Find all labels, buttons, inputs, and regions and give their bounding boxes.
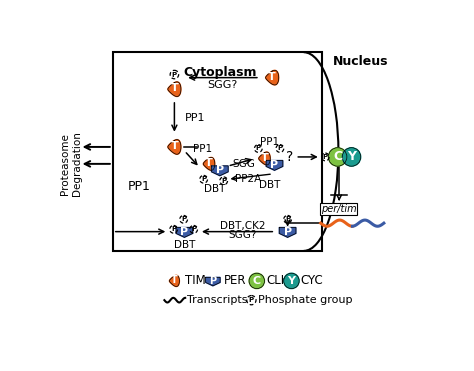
Text: T: T xyxy=(268,72,276,82)
Text: P: P xyxy=(191,226,196,232)
Polygon shape xyxy=(203,157,215,170)
Polygon shape xyxy=(265,70,279,85)
Text: T: T xyxy=(205,158,213,168)
Text: P: P xyxy=(283,227,292,237)
Text: SGG: SGG xyxy=(232,159,255,169)
Text: P: P xyxy=(285,216,290,222)
Text: Y: Y xyxy=(347,150,356,164)
Polygon shape xyxy=(176,227,193,237)
Text: Transcripts: Transcripts xyxy=(188,295,248,305)
Text: Cytoplasm: Cytoplasm xyxy=(183,66,256,79)
Text: CYC: CYC xyxy=(301,275,323,288)
Text: P: P xyxy=(172,72,177,78)
Text: ?: ? xyxy=(286,150,293,164)
Text: DBT: DBT xyxy=(259,180,281,190)
Text: P: P xyxy=(271,160,279,170)
Text: SGG?: SGG? xyxy=(229,230,257,240)
Text: Y: Y xyxy=(287,276,295,286)
Text: P: P xyxy=(171,226,176,232)
Text: PP1: PP1 xyxy=(128,180,150,193)
Polygon shape xyxy=(266,161,283,170)
Bar xyxy=(113,52,322,251)
Text: T: T xyxy=(171,83,178,93)
Text: PP2A: PP2A xyxy=(235,174,262,184)
Polygon shape xyxy=(206,278,220,286)
Text: P: P xyxy=(323,154,328,160)
Text: P: P xyxy=(201,176,206,182)
Text: Phosphate group: Phosphate group xyxy=(257,295,352,305)
Text: CLK: CLK xyxy=(266,275,288,288)
Polygon shape xyxy=(211,166,228,176)
Polygon shape xyxy=(168,139,181,154)
Circle shape xyxy=(342,148,361,166)
Circle shape xyxy=(328,148,347,166)
Circle shape xyxy=(249,273,264,289)
Text: PP1: PP1 xyxy=(260,137,280,147)
Text: DBT,CK2: DBT,CK2 xyxy=(220,221,265,231)
Text: P: P xyxy=(221,178,226,184)
Text: C: C xyxy=(253,276,261,286)
Polygon shape xyxy=(259,152,270,165)
Text: P: P xyxy=(249,297,254,303)
Text: SGG?: SGG? xyxy=(207,81,237,90)
Text: T: T xyxy=(261,152,268,162)
Text: PP1: PP1 xyxy=(185,114,206,124)
Text: Proteasome
Degradation: Proteasome Degradation xyxy=(60,131,82,196)
Text: P: P xyxy=(216,165,224,175)
Text: P: P xyxy=(180,227,189,237)
Text: C: C xyxy=(333,150,342,164)
Polygon shape xyxy=(168,82,181,96)
Polygon shape xyxy=(279,227,296,237)
Text: Nucleus: Nucleus xyxy=(333,55,389,68)
Text: P: P xyxy=(256,145,261,151)
FancyBboxPatch shape xyxy=(320,203,357,216)
Text: T: T xyxy=(171,275,178,285)
Text: TIM: TIM xyxy=(185,275,206,288)
Text: P: P xyxy=(210,276,217,286)
Text: PP1: PP1 xyxy=(193,144,212,154)
Circle shape xyxy=(284,273,299,289)
Text: PER: PER xyxy=(224,275,246,288)
Text: T: T xyxy=(171,141,178,151)
Text: per/tim: per/tim xyxy=(320,204,356,214)
Text: P: P xyxy=(181,216,186,222)
Text: DBT: DBT xyxy=(204,184,225,194)
Text: P: P xyxy=(277,145,283,151)
Polygon shape xyxy=(169,275,179,286)
Text: DBT: DBT xyxy=(173,240,195,250)
